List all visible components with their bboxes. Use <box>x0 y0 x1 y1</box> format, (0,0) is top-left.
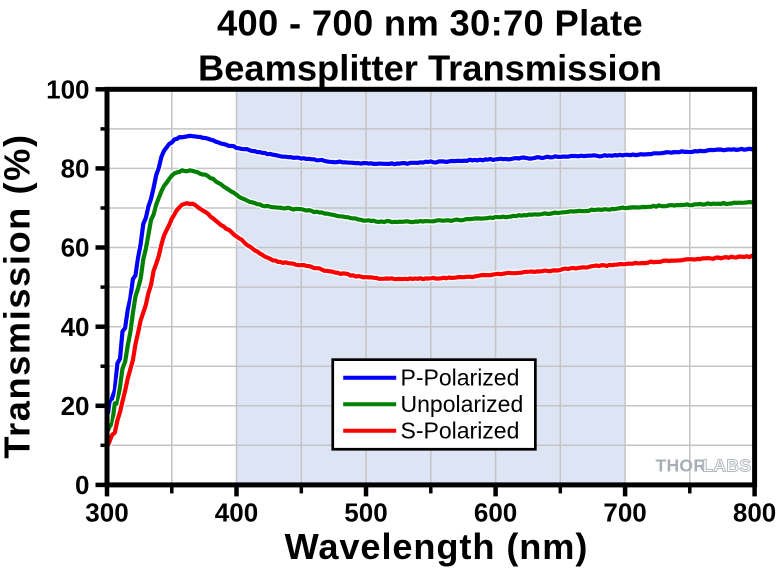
svg-text:700: 700 <box>603 497 646 527</box>
svg-text:Transmission (%): Transmission (%) <box>0 133 38 458</box>
svg-text:400: 400 <box>215 497 258 527</box>
svg-text:P-Polarized: P-Polarized <box>401 364 520 390</box>
svg-text:S-Polarized: S-Polarized <box>401 417 520 443</box>
svg-text:800: 800 <box>733 497 776 527</box>
svg-text:300: 300 <box>85 497 128 527</box>
svg-text:LABS: LABS <box>703 456 752 476</box>
svg-text:500: 500 <box>344 497 387 527</box>
svg-text:60: 60 <box>61 233 90 263</box>
svg-text:Beamsplitter Transmission: Beamsplitter Transmission <box>198 47 662 88</box>
svg-text:80: 80 <box>61 154 90 184</box>
svg-text:600: 600 <box>474 497 517 527</box>
svg-text:400 - 700 nm 30:70 Plate: 400 - 700 nm 30:70 Plate <box>217 3 643 44</box>
svg-text:20: 20 <box>61 391 90 421</box>
svg-text:40: 40 <box>61 312 90 342</box>
svg-text:100: 100 <box>46 75 89 105</box>
svg-text:THOR: THOR <box>656 456 707 476</box>
svg-text:Wavelength (nm): Wavelength (nm) <box>285 526 589 567</box>
svg-text:0: 0 <box>75 470 89 500</box>
svg-text:Unpolarized: Unpolarized <box>401 391 524 417</box>
